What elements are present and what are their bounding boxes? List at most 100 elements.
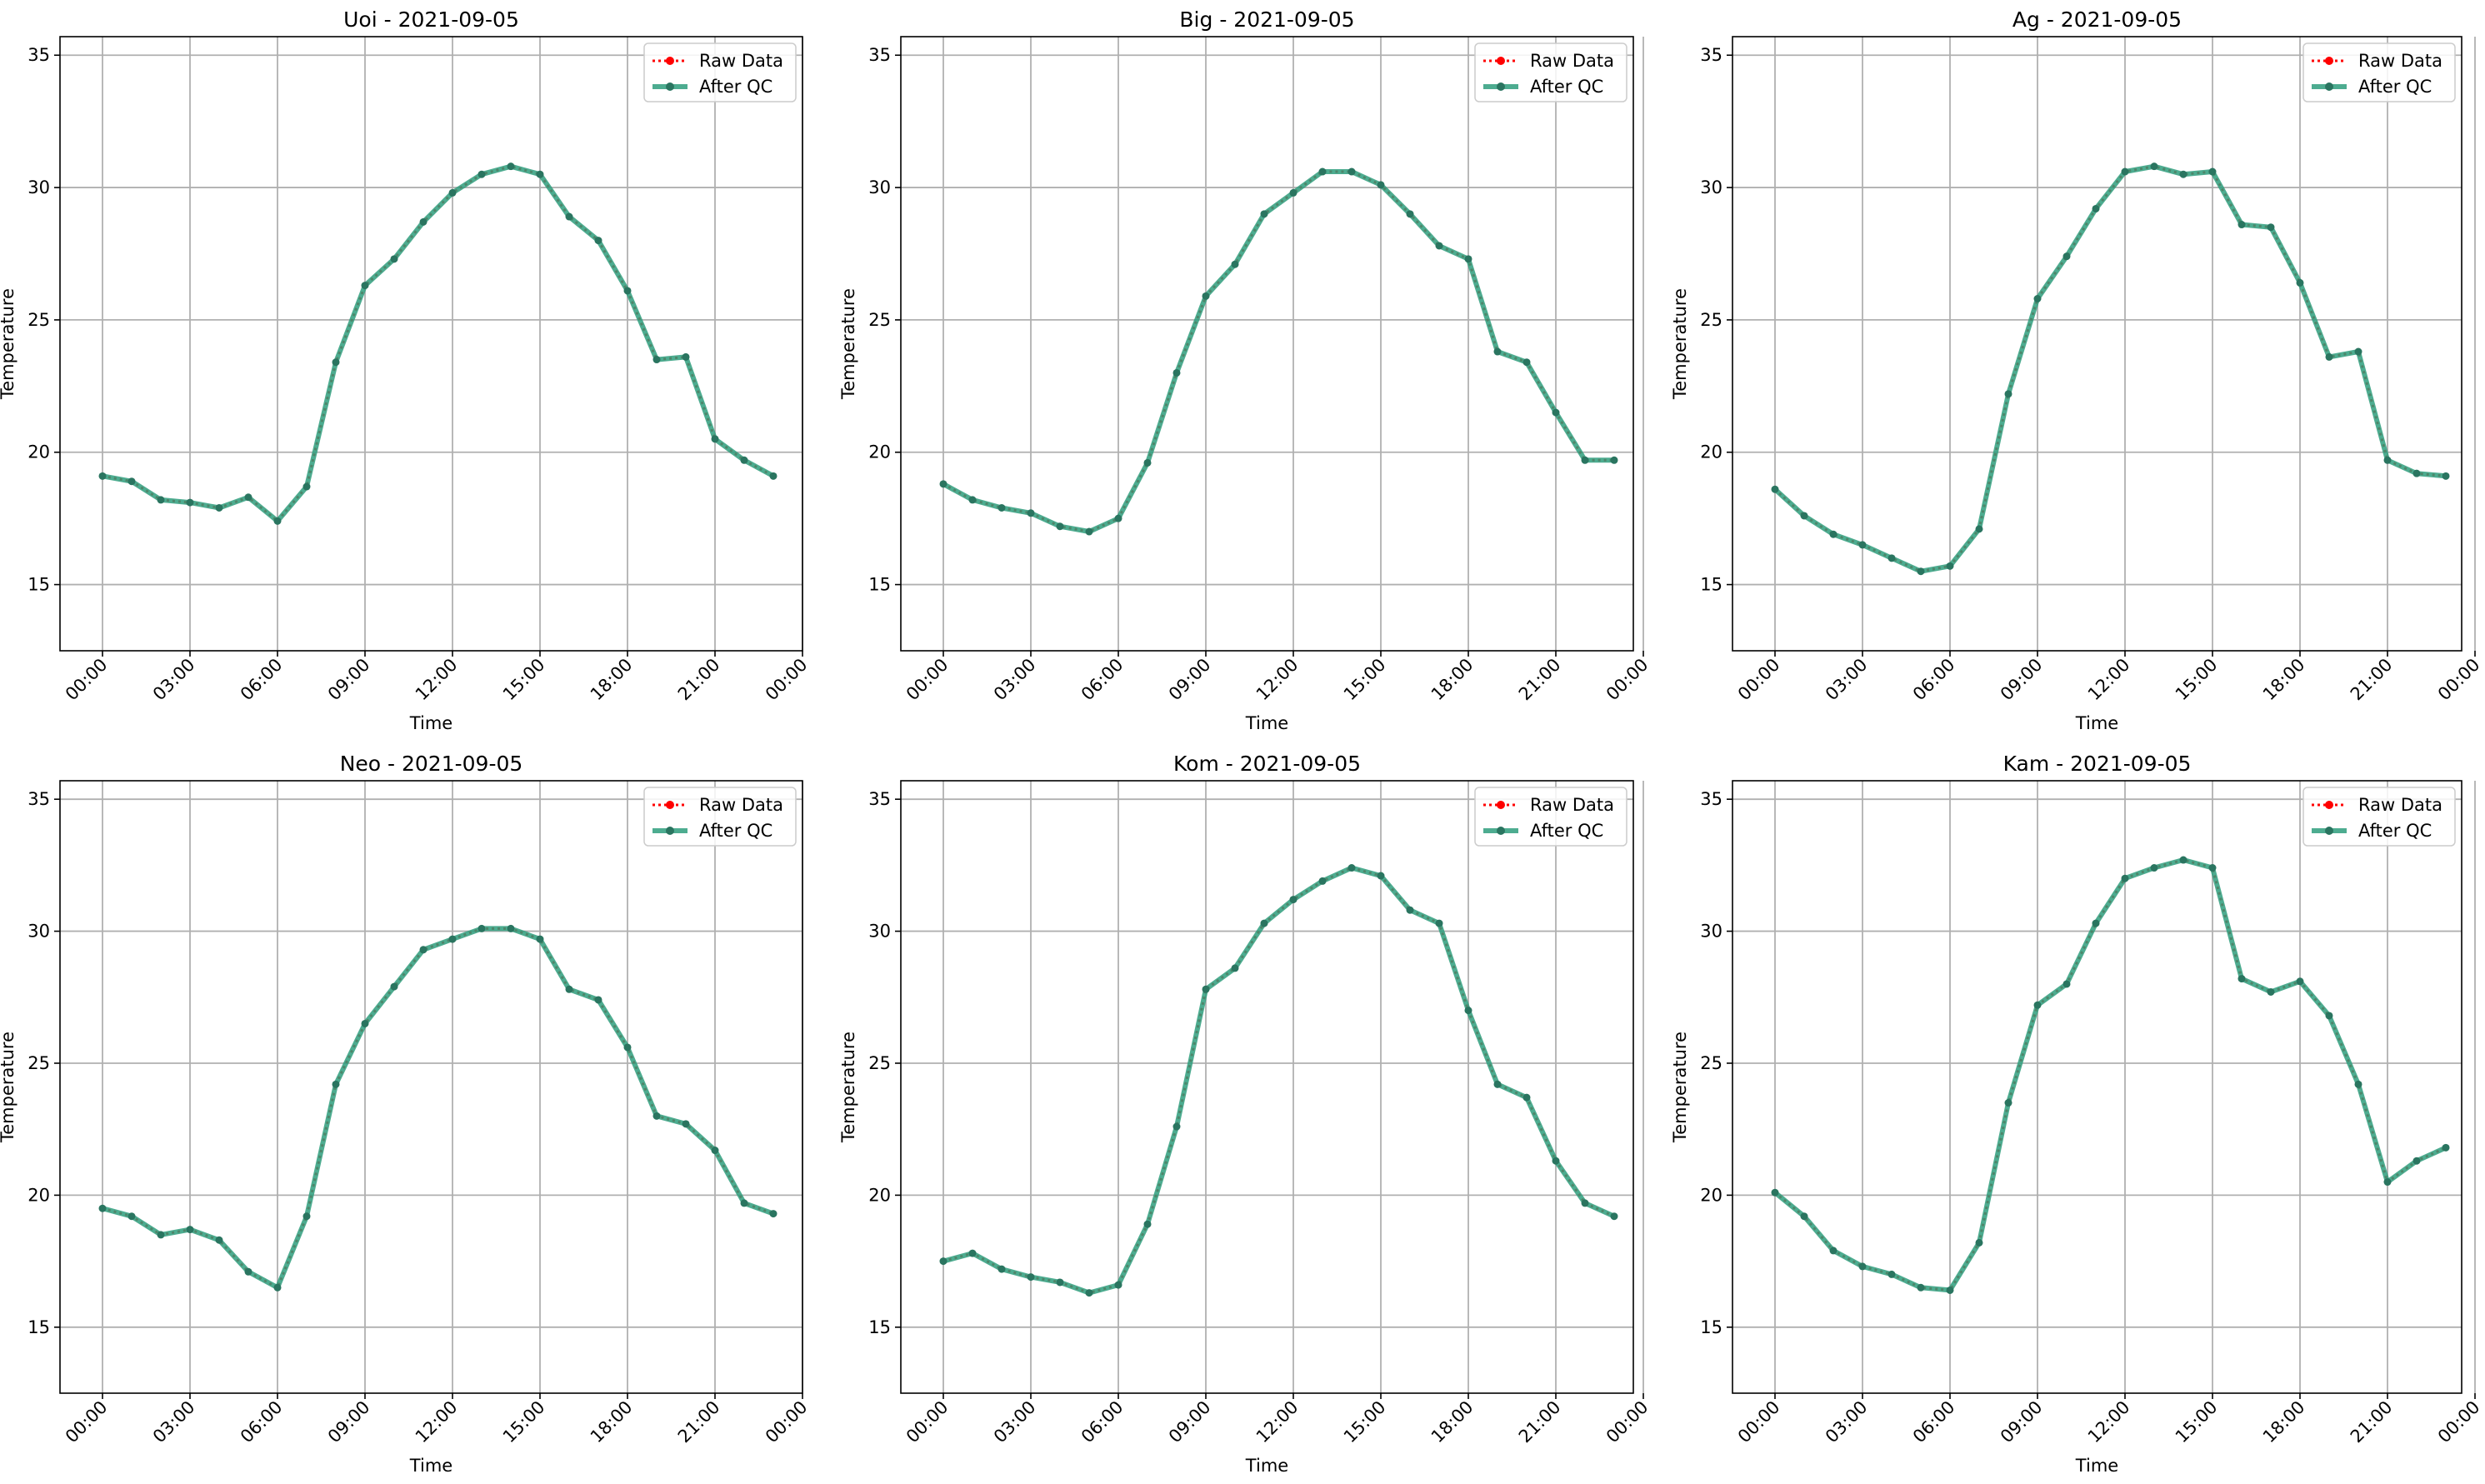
x-tick-label: 03:00: [149, 655, 199, 705]
after-qc-point: [2004, 1099, 2012, 1107]
chart-title: Kam - 2021-09-05: [2003, 752, 2192, 776]
x-tick-label: 12:00: [412, 1397, 462, 1447]
after-qc-point: [1406, 906, 1414, 914]
chart-title: Neo - 2021-09-05: [340, 752, 523, 776]
legend-raw-marker: [666, 57, 674, 65]
after-qc-point: [98, 472, 107, 480]
after-qc-point: [507, 924, 515, 932]
after-qc-point: [1318, 877, 1327, 885]
raw-data-line: [942, 170, 1614, 533]
after-qc-line: [1772, 163, 2447, 574]
x-tick-label: 18:00: [1428, 655, 1478, 705]
after-qc-point: [1056, 522, 1064, 531]
after-qc-point: [968, 496, 977, 504]
after-qc-point: [623, 287, 632, 295]
chart-panel: 15 20 25 30 35 00:00 03:00 06:00 09:00 12:00 15:00…: [1670, 7, 2484, 733]
legend-raw-marker: [1497, 801, 1505, 809]
after-qc-point: [2121, 167, 2129, 176]
y-tick-label: 30: [1700, 177, 1722, 197]
x-tick-label: 03:00: [990, 1397, 1040, 1447]
after-qc-point: [244, 1267, 252, 1276]
after-qc-point: [2325, 352, 2333, 361]
after-qc-point: [740, 456, 748, 464]
x-tick-label: 06:00: [237, 1397, 287, 1447]
x-tick-label: 15:00: [499, 1397, 549, 1447]
after-qc-point: [2062, 980, 2071, 988]
y-tick-label: 20: [868, 442, 891, 462]
legend-raw-label: Raw Data: [2358, 795, 2442, 815]
after-qc-point: [478, 924, 486, 932]
after-qc-point: [157, 1231, 165, 1239]
x-tick-label: 15:00: [2172, 655, 2222, 705]
after-qc-point: [1858, 541, 1867, 549]
after-qc-point: [968, 1249, 977, 1257]
y-tick-label: 15: [868, 1317, 891, 1337]
y-tick-label: 25: [868, 1053, 891, 1073]
after-qc-point: [1114, 1281, 1122, 1289]
x-tick-label: 06:00: [1078, 1397, 1128, 1447]
x-tick-label: 06:00: [1078, 655, 1128, 705]
x-tick-label: 00:00: [1734, 1397, 1784, 1447]
x-tick-label: 09:00: [324, 655, 374, 705]
after-qc-point: [1348, 167, 1356, 176]
raw-data-line: [1774, 858, 2447, 1292]
after-qc-point: [2238, 221, 2246, 229]
x-tick-label: 09:00: [324, 1397, 374, 1447]
x-tick-label: 00:00: [762, 655, 812, 705]
x-tick-label: 09:00: [1165, 1397, 1215, 1447]
x-tick-label: 12:00: [1252, 655, 1302, 705]
legend-qc-marker: [666, 827, 674, 835]
y-tick-label: 25: [868, 310, 891, 330]
after-qc-point: [2121, 874, 2129, 882]
after-qc-point: [215, 503, 223, 512]
x-tick-label: 21:00: [674, 1397, 724, 1447]
after-qc-point: [1231, 964, 1239, 972]
y-tick-label: 35: [1700, 45, 1722, 65]
after-qc-point: [2179, 856, 2188, 864]
after-qc-point: [1318, 167, 1327, 176]
legend-qc-label: After QC: [1530, 821, 1603, 841]
x-tick-label: 12:00: [1252, 1397, 1302, 1447]
after-qc-point: [1800, 512, 1808, 520]
y-axis-label: Temperature: [838, 288, 858, 400]
after-qc-point: [1435, 919, 1443, 927]
after-qc-point: [1260, 210, 1268, 218]
after-qc-point: [128, 1212, 136, 1221]
after-qc-point: [215, 1236, 223, 1244]
after-qc-point: [1771, 485, 1779, 493]
x-tick-label: 00:00: [902, 655, 952, 705]
after-qc-line: [102, 926, 775, 1291]
chart-panel: 15 20 25 30 35 00:00 03:00 06:00 09:00 12:00 15:00…: [838, 752, 1652, 1476]
axes-frame: [900, 36, 1634, 652]
after-qc-point: [2412, 1157, 2421, 1165]
raw-data-line: [102, 165, 774, 523]
legend: Raw Data After QC: [2302, 787, 2456, 847]
after-qc-point: [565, 212, 573, 221]
after-qc-point: [1771, 1188, 1779, 1197]
after-qc-point: [2179, 170, 2188, 178]
after-qc-point: [2383, 456, 2392, 464]
y-tick-label: 30: [868, 177, 891, 197]
after-qc-point: [2354, 1080, 2362, 1088]
after-qc-point: [448, 935, 457, 943]
x-tick-label: 00:00: [762, 1397, 812, 1447]
y-axis-label: Temperature: [1670, 1032, 1690, 1143]
legend-raw-label: Raw Data: [2358, 51, 2442, 71]
after-qc-point: [1946, 562, 1954, 570]
after-qc-point: [1493, 1080, 1502, 1088]
after-qc-point: [1143, 458, 1152, 467]
x-tick-label: 18:00: [587, 655, 637, 705]
after-qc-point: [332, 358, 340, 367]
x-axis-label: Time: [409, 713, 452, 733]
after-qc-line: [102, 163, 775, 524]
axes-frame: [59, 780, 803, 1394]
after-qc-line: [1773, 857, 2448, 1293]
legend-qc-label: After QC: [699, 821, 772, 841]
after-qc-point: [1858, 1262, 1867, 1271]
after-qc-point: [594, 237, 602, 245]
after-qc-point: [1581, 456, 1589, 464]
after-qc-point: [565, 985, 573, 993]
after-qc-point: [2325, 1012, 2333, 1020]
x-tick-label: 18:00: [587, 1397, 637, 1447]
after-qc-point: [1172, 1122, 1181, 1131]
